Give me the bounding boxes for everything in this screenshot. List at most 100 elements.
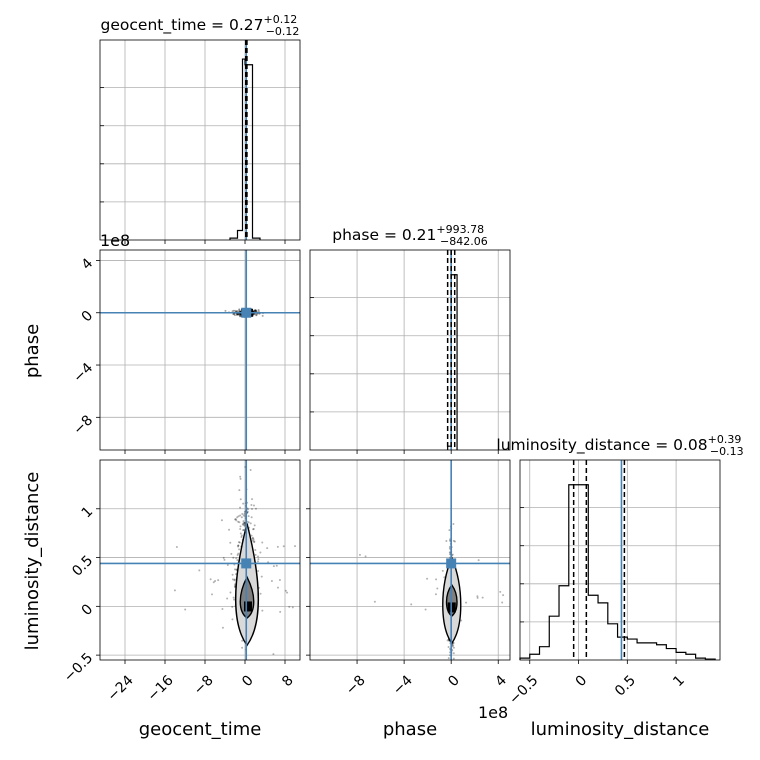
scatter-point xyxy=(233,578,236,581)
tick-label-luminosity_distance_vs_geocent_time: 0 xyxy=(79,601,97,619)
scatter-point xyxy=(231,618,234,621)
scatter-point xyxy=(254,309,257,312)
scatter-point xyxy=(502,594,505,597)
scatter-point xyxy=(261,541,264,544)
scatter-point xyxy=(261,609,264,612)
scatter-point xyxy=(272,653,275,656)
scatter-point xyxy=(450,670,452,672)
scatter-point xyxy=(238,309,241,312)
scatter-point xyxy=(237,545,240,548)
scatter-point xyxy=(449,660,451,662)
scatter-point xyxy=(247,515,250,518)
scatter-point xyxy=(452,539,455,542)
tick-label-luminosity_distance: 1 xyxy=(670,672,688,690)
scatter-point xyxy=(426,577,429,580)
scatter-point xyxy=(477,559,480,562)
scatter-point xyxy=(238,541,241,544)
title-luminosity_distance: luminosity_distance = 0.08+0.39 −0.13 xyxy=(496,433,743,458)
scatter-point xyxy=(452,657,455,660)
scatter-point xyxy=(284,589,287,592)
scatter-point xyxy=(243,521,246,524)
scatter-point xyxy=(291,606,294,609)
scatter-point xyxy=(253,540,256,543)
scatter-point xyxy=(434,593,437,596)
scatter-point xyxy=(448,551,451,554)
scatter-point xyxy=(481,596,484,599)
scatter-point xyxy=(243,521,246,524)
scatter-point xyxy=(222,556,225,559)
offset-text-phase-y: 1e8 xyxy=(100,231,130,250)
tick-label-luminosity_distance: −0.5 xyxy=(506,672,541,707)
scatter-point xyxy=(445,540,448,543)
scatter-point xyxy=(251,536,254,539)
scatter-point xyxy=(373,600,376,603)
scatter-point xyxy=(451,553,454,556)
scatter-point xyxy=(231,578,234,581)
scatter-point xyxy=(234,518,237,521)
frame-phase xyxy=(309,249,511,451)
scatter-point xyxy=(230,552,233,555)
ylabel-luminosity-distance: luminosity_distance xyxy=(22,472,43,651)
xlabel-luminosity-distance: luminosity_distance xyxy=(531,719,710,740)
scatter-point xyxy=(235,313,238,316)
scatter-point xyxy=(233,568,236,571)
scatter-point xyxy=(448,529,451,532)
scatter-point xyxy=(254,507,257,510)
scatter-point xyxy=(234,518,237,521)
scatter-point xyxy=(242,502,245,505)
scatter-point xyxy=(251,537,254,540)
scatter-point xyxy=(452,642,455,645)
frame-luminosity_distance_vs_phase xyxy=(309,459,511,661)
scatter-point xyxy=(239,532,242,535)
scatter-point xyxy=(255,314,258,317)
scatter-group-phase_vs_geocent_time xyxy=(100,250,300,450)
scatter-point xyxy=(198,569,201,572)
scatter-point xyxy=(424,608,427,611)
scatter-point xyxy=(232,313,235,316)
scatter-point xyxy=(235,519,238,522)
tick-label-luminosity_distance: 0.5 xyxy=(612,672,639,699)
scatter-point xyxy=(237,515,240,518)
tick-label-luminosity_distance_vs_geocent_time: −24 xyxy=(105,672,137,704)
scatter-point xyxy=(441,569,444,572)
scatter-point xyxy=(237,544,240,547)
scatter-point xyxy=(239,514,242,517)
scatter-point xyxy=(237,552,240,555)
scatter-point xyxy=(259,551,262,554)
scatter-point xyxy=(447,646,450,649)
scatter-point xyxy=(238,313,241,316)
scatter-point xyxy=(224,309,227,312)
scatter-point xyxy=(240,534,243,537)
tick-label-luminosity_distance_vs_geocent_time: 0 xyxy=(239,672,257,690)
scatter-point xyxy=(221,626,224,629)
scatter-point xyxy=(253,313,256,316)
scatter-point xyxy=(539,590,541,592)
scatter-point xyxy=(241,523,244,526)
scatter-point xyxy=(476,595,479,598)
scatter-point xyxy=(173,589,176,592)
scatter-point xyxy=(175,546,178,549)
scatter-point xyxy=(238,308,241,311)
scatter-point xyxy=(499,590,502,593)
truth-marker-phase_vs_geocent_time xyxy=(241,307,252,318)
scatter-point xyxy=(239,475,242,478)
scatter-point xyxy=(241,639,244,642)
scatter-point xyxy=(232,309,235,312)
scatter-point xyxy=(453,540,456,543)
scatter-point xyxy=(239,525,242,528)
scatter-point xyxy=(347,615,349,617)
scatter-point xyxy=(238,489,241,492)
scatter-point xyxy=(221,608,224,611)
scatter-point xyxy=(447,657,450,660)
frame-luminosity_distance_vs_geocent_time xyxy=(99,459,301,661)
scatter-point xyxy=(240,535,243,538)
tick-label-luminosity_distance: 0 xyxy=(573,672,591,690)
scatter-point xyxy=(238,548,241,551)
scatter-point xyxy=(236,553,239,556)
scatter-point xyxy=(228,528,231,531)
scatter-point xyxy=(238,521,241,524)
scatter-point xyxy=(232,596,235,599)
xlabel-geocent-time: geocent_time xyxy=(139,719,262,740)
tick-label-phase_vs_geocent_time: −4 xyxy=(70,360,96,386)
scatter-point xyxy=(241,646,244,649)
